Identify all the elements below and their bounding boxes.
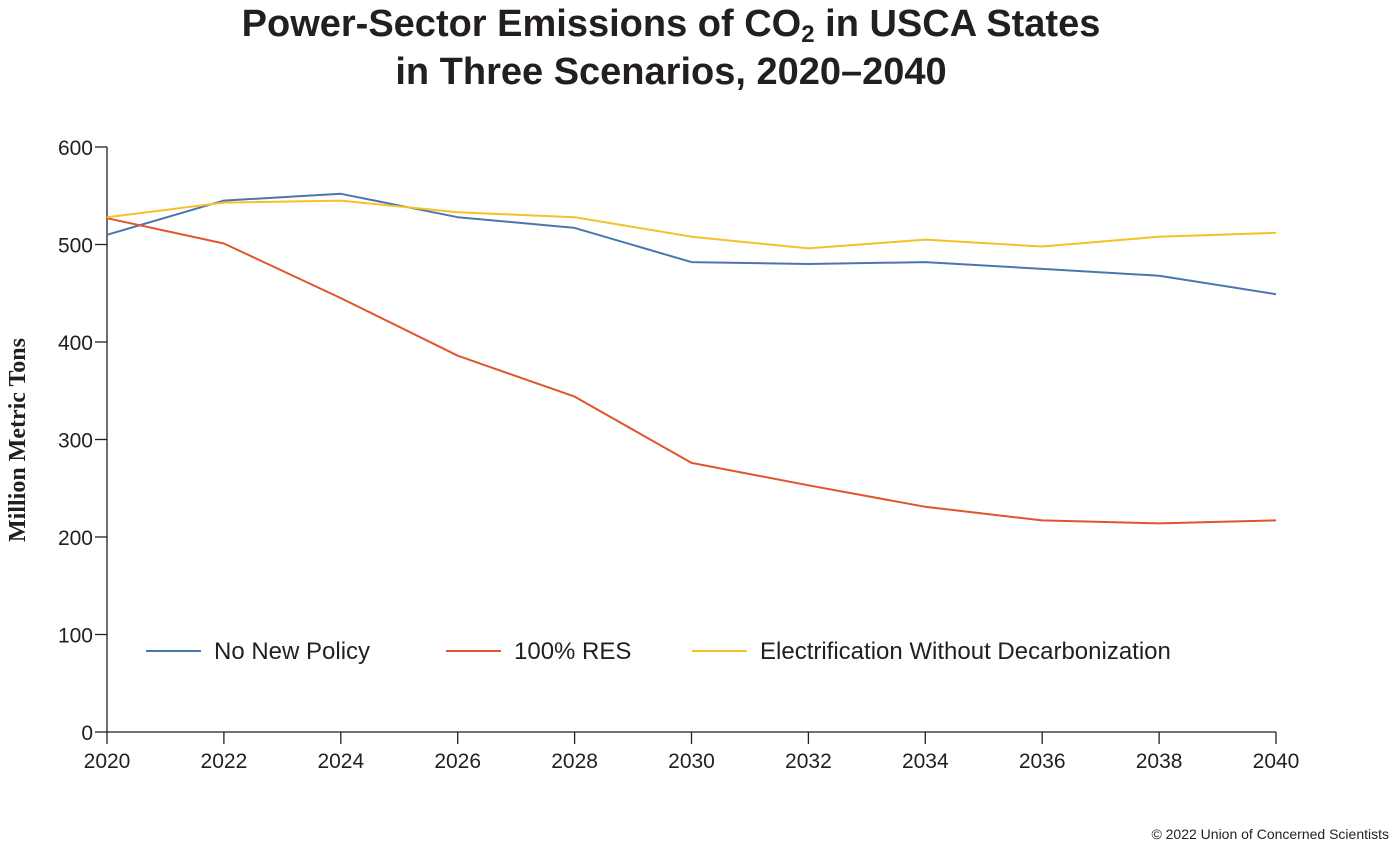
copyright-notice: © 2022 Union of Concerned Scientists	[1151, 826, 1389, 842]
x-tick-label: 2020	[84, 750, 131, 773]
x-tick-label: 2040	[1253, 750, 1300, 773]
y-tick-label: 600	[58, 137, 93, 160]
legend: No New Policy 100% RES Electrification Wit…	[146, 638, 1171, 665]
x-tick-label: 2024	[317, 750, 364, 773]
series-line-2	[106, 217, 1277, 525]
y-axis-ticks: 0 100 200 300 400 500 600	[58, 137, 107, 745]
legend-label-1: No New Policy	[214, 638, 370, 665]
chart-title-line1: Power-Sector Emissions of CO2 in USCA St…	[241, 3, 1101, 48]
x-tick-label: 2038	[1136, 750, 1183, 773]
y-tick-label: 200	[58, 527, 93, 550]
x-tick-label: 2032	[785, 750, 832, 773]
y-tick-label: 400	[58, 332, 93, 355]
x-tick-label: 2034	[902, 750, 949, 773]
series-lines	[106, 192, 1277, 525]
legend-label-3: Electrification Without Decarbonization	[760, 638, 1171, 665]
x-tick-label: 2026	[434, 750, 481, 773]
series-line-1	[106, 192, 1277, 296]
y-tick-label: 300	[58, 430, 93, 453]
x-tick-label: 2030	[668, 750, 715, 773]
series-line-3	[106, 199, 1277, 250]
x-tick-label: 2036	[1019, 750, 1066, 773]
y-axis-label: Million Metric Tons	[5, 338, 31, 542]
y-tick-label: 0	[81, 722, 93, 745]
x-tick-label: 2022	[201, 750, 248, 773]
legend-label-2: 100% RES	[514, 638, 631, 665]
y-tick-label: 100	[58, 625, 93, 648]
x-tick-label: 2028	[551, 750, 598, 773]
y-tick-label: 500	[58, 235, 93, 258]
chart-title-line2: in Three Scenarios, 2020–2040	[395, 51, 947, 93]
x-axis-ticks: 2020 2022 2024 2026 2028 2030 2032 2034 2036 2038…	[84, 732, 1300, 773]
